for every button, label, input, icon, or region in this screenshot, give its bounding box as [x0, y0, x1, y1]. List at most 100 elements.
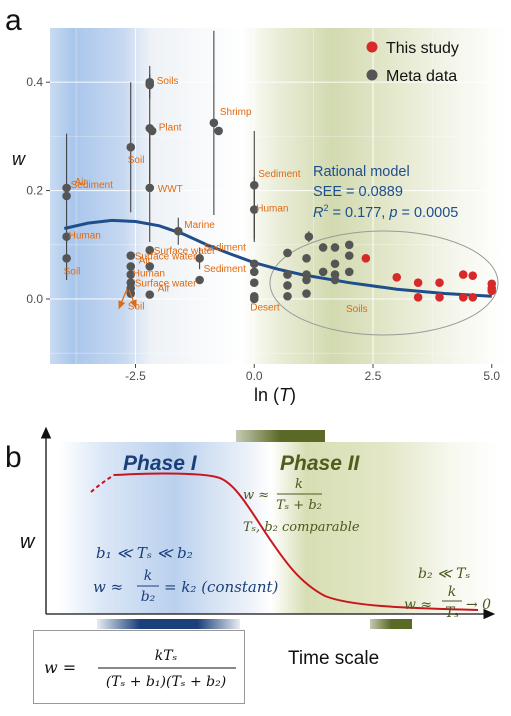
panel-a-letter: a: [5, 4, 22, 37]
meta-data-point: [344, 240, 354, 250]
point-label: Human: [133, 269, 165, 280]
model-r2-value: = 0.177,: [329, 205, 390, 221]
panel-a-plot: Soils AirSedimentHumanSoilSoilSoilsPlant…: [50, 28, 506, 364]
model-annotation: Rational model SEE = 0.0889 R2 = 0.177, …: [313, 164, 458, 221]
meta-data-point: [126, 270, 136, 279]
formula-box: w = kTₛ (Tₛ + b₁)(Tₛ + b₂): [33, 630, 245, 704]
meta-data-point: [62, 254, 71, 263]
meta-data-point: [330, 275, 340, 285]
meta-data-point: [283, 270, 292, 279]
decay-curve: [113, 472, 479, 611]
meta-data-point: [283, 248, 292, 258]
this-study-point: [435, 293, 444, 302]
this-study-point: [413, 293, 423, 302]
meta-data-point: [318, 267, 328, 277]
soils-ellipse-label: Soils: [346, 304, 368, 315]
meta-data-point: [330, 243, 340, 252]
meta-data-point: [344, 251, 354, 260]
meta-data-point: [62, 232, 71, 241]
model-r2: R2 = 0.177, p = 0.0005: [313, 203, 458, 221]
point-label: Surface water: [154, 246, 216, 257]
panel-a-ylabel: w: [12, 149, 26, 169]
point-label: Air: [75, 177, 88, 188]
point-label: Sediment: [258, 169, 300, 180]
rational-model-curve: [63, 218, 492, 298]
panel-a-ticks: -2.5 0.0 2.5 5.0 0.0 0.2 0.4: [26, 75, 500, 383]
phase-2-top-bar: [236, 430, 325, 442]
meta-data-point: [195, 275, 204, 285]
this-study-point: [468, 293, 478, 302]
point-label: Sediment: [71, 180, 113, 191]
this-study-points: [361, 254, 497, 302]
phase-2-title: Phase II: [280, 452, 361, 475]
x-tick-label: 5.0: [483, 369, 500, 383]
point-label: Human: [69, 231, 101, 242]
phase-3-eq-num: k: [448, 584, 456, 600]
soil-arrow: [128, 289, 137, 309]
panel-a-xlabel: ln (T): [254, 385, 296, 405]
point-label: Marine: [184, 220, 215, 231]
legend: This study Meta data: [366, 40, 459, 85]
phase-1-condition: b₁ ≪ Tₛ ≪ b₂: [96, 544, 193, 562]
meta-data-point: [249, 180, 259, 190]
y-tick-label: 0.4: [26, 75, 43, 89]
meta-data-point: [330, 259, 340, 269]
legend-meta-data-marker: [366, 69, 378, 81]
this-study-point: [435, 278, 444, 288]
formula-numerator: kTₛ: [155, 648, 178, 664]
meta-data-point: [304, 232, 314, 241]
y-tick-label: 0.0: [26, 292, 43, 306]
meta-data-point: [283, 281, 292, 290]
point-label: Soil: [128, 302, 145, 313]
legend-meta-data-label: Meta data: [386, 68, 457, 85]
x-tick-label: 0.0: [246, 369, 263, 383]
this-study-point: [468, 271, 478, 280]
meta-data-point: [126, 142, 136, 152]
phase-3-eq-rhs: → 0: [466, 597, 491, 613]
meta-data-points: [62, 77, 354, 304]
meta-data-point: [249, 205, 259, 214]
model-title: Rational model: [313, 164, 410, 180]
phase-1-eq-num: k: [144, 568, 152, 584]
phase-2-condition: Tₛ, b₂ comparable: [243, 520, 360, 535]
model-r2-superscript: 2: [323, 203, 328, 213]
y-tick-label: 0.2: [26, 184, 43, 198]
point-label: Soils: [157, 76, 179, 87]
meta-data-point: [145, 290, 155, 299]
meta-data-point: [283, 291, 292, 301]
phase-1-eq-lhs: w ≈: [93, 578, 123, 596]
phase-1-eq-den: b₂: [141, 589, 156, 605]
meta-data-point: [302, 289, 311, 298]
meta-data-point: [173, 226, 183, 236]
panel-a-grid: [50, 28, 506, 364]
model-see: SEE = 0.0889: [313, 184, 403, 200]
phase-2-eq-den: Tₛ + b₂: [276, 498, 322, 513]
phase-3-bottom-bar: [370, 619, 412, 629]
this-study-point: [413, 278, 423, 288]
marine-arrow: [118, 288, 128, 310]
panel-a-xlabel-var: T: [279, 385, 292, 405]
meta-data-point: [214, 126, 223, 136]
formula-lhs: w =: [44, 658, 76, 677]
meta-data-point: [249, 267, 259, 277]
formula: w = kTₛ (Tₛ + b₁)(Tₛ + b₂): [44, 648, 236, 690]
meta-data-point: [249, 278, 259, 288]
phase-1-eq-rhs: = k₂ (constant): [164, 578, 279, 596]
phase-3-eq-den: Tₛ: [445, 605, 459, 621]
phase-3-eq-lhs: w ≈: [404, 597, 432, 613]
meta-data-point: [145, 80, 155, 90]
panel-a-xlabel-pre: ln (: [254, 385, 279, 405]
this-study-point: [361, 254, 371, 263]
model-p-value: = 0.0005: [397, 205, 458, 221]
meta-data-point: [147, 126, 157, 136]
this-study-point: [458, 270, 468, 279]
point-labels: AirSedimentHumanSoilSoilSoilsPlantWWTSur…: [64, 76, 301, 313]
point-label: Human: [256, 204, 288, 215]
meta-data-point: [318, 243, 328, 252]
meta-data-point: [195, 254, 204, 263]
formula-denominator: (Tₛ + b₁)(Tₛ + b₂): [106, 674, 226, 690]
point-label: Plant: [159, 122, 182, 133]
point-label: Desert: [250, 302, 280, 313]
phase-2-eq-lhs: w ≈: [243, 488, 269, 503]
